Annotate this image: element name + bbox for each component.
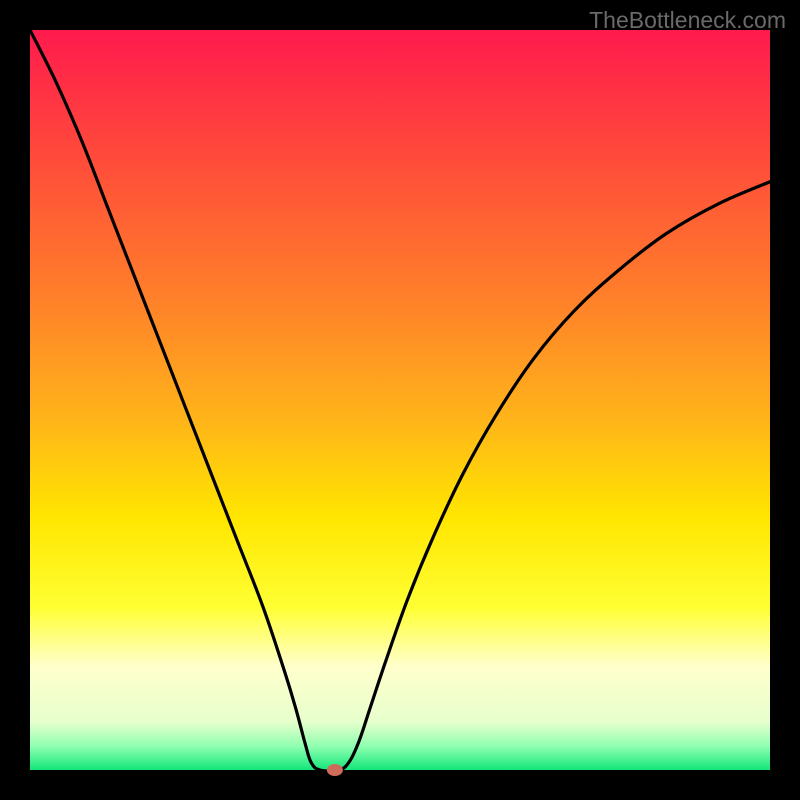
watermark-label: TheBottleneck.com — [589, 7, 786, 34]
chart-container: TheBottleneck.com — [0, 0, 800, 800]
optimal-marker — [327, 764, 343, 776]
bottleneck-chart — [0, 0, 800, 800]
plot-background — [30, 30, 770, 770]
